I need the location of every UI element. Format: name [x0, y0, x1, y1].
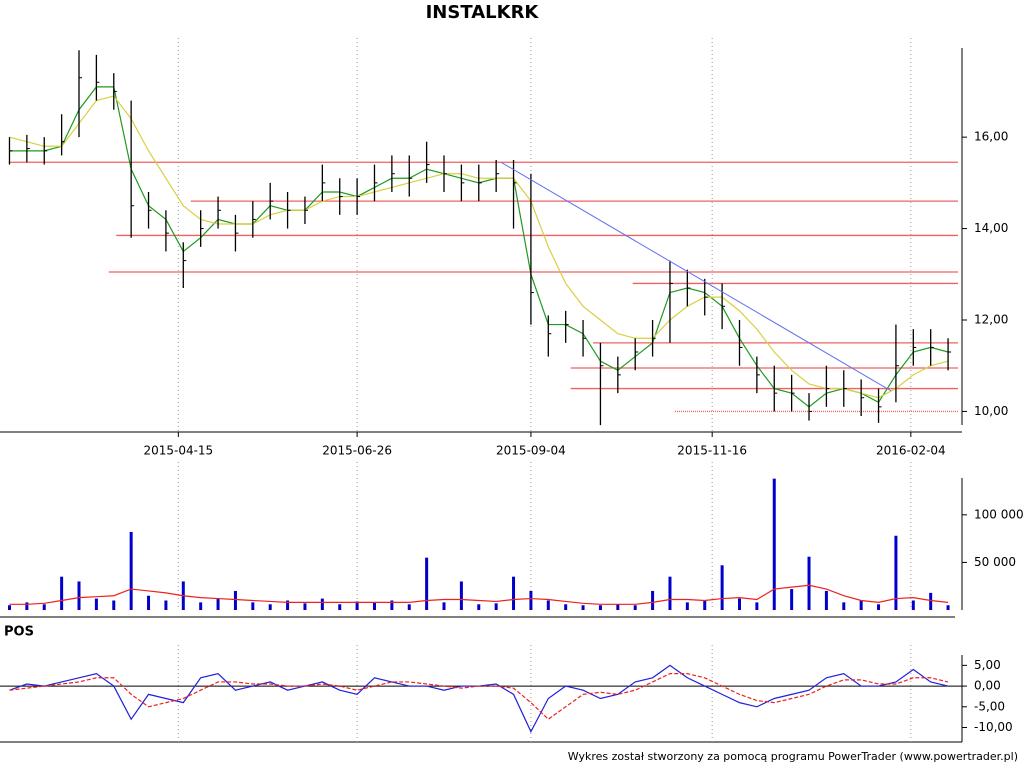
- volume-bar: [581, 605, 585, 610]
- volume-bar: [60, 576, 64, 610]
- volume-bar: [703, 600, 707, 610]
- volume-bar: [251, 602, 255, 610]
- volume-bar: [390, 600, 394, 610]
- volume-bar: [477, 604, 481, 610]
- y-tick-label: -5,00: [974, 699, 1005, 713]
- volume-bar: [320, 598, 324, 610]
- volume-bar: [564, 604, 568, 610]
- volume-average: [9, 584, 949, 605]
- volume-bar: [651, 590, 655, 610]
- y-tick-label: 12,00: [974, 313, 1008, 327]
- chart-title: INSTALKRK: [426, 2, 540, 23]
- volume-bar: [199, 602, 203, 610]
- volume-bar: [372, 602, 376, 610]
- volume-bar: [616, 604, 620, 610]
- trend-line: [500, 161, 892, 392]
- oscillator-line: [9, 673, 949, 720]
- volume-bar: [633, 605, 637, 610]
- volume-bar: [755, 602, 759, 610]
- volume-bar: [303, 603, 307, 610]
- volume-bar: [668, 576, 672, 610]
- volume-bar: [946, 605, 950, 610]
- x-tick-label: 2015-06-26: [322, 444, 392, 458]
- volume-bar: [929, 592, 933, 610]
- y-tick-label: 10,00: [974, 404, 1008, 418]
- volume-bar: [147, 595, 151, 610]
- volume-bar: [112, 600, 116, 610]
- volume-bar: [685, 602, 689, 610]
- volume-bar: [737, 598, 741, 610]
- volume-bar: [25, 602, 29, 610]
- volume-bar: [842, 602, 846, 610]
- volume-bar: [459, 581, 463, 610]
- volume-bar: [7, 605, 11, 610]
- volume-bar: [42, 604, 46, 610]
- y-tick-label: 0,00: [974, 679, 1001, 693]
- y-tick-label: 5,00: [974, 658, 1001, 672]
- panel-title: POS: [4, 625, 34, 640]
- volume-bar: [233, 590, 237, 610]
- volume-bar: [512, 576, 516, 610]
- volume-bar: [77, 581, 81, 610]
- x-tick-label: 2016-02-04: [876, 444, 946, 458]
- volume-bar: [494, 603, 498, 610]
- footer: Wykres został stworzony za pomocą progra…: [568, 750, 1018, 763]
- volume-bar: [529, 590, 533, 610]
- y-tick-label: 100 000: [974, 507, 1024, 521]
- volume-bar: [894, 535, 898, 610]
- volume-bar: [824, 590, 828, 610]
- volume-bar: [598, 605, 602, 610]
- volume-bar: [268, 604, 272, 610]
- y-tick-label: -10,00: [974, 720, 1013, 734]
- y-tick-label: 14,00: [974, 221, 1008, 235]
- volume-bar: [286, 600, 290, 610]
- y-tick-label: 50 000: [974, 555, 1016, 569]
- volume-bar: [129, 531, 133, 610]
- volume-bar: [216, 598, 220, 610]
- volume-bar: [877, 604, 881, 610]
- volume-bar: [407, 604, 411, 610]
- volume-bar: [859, 600, 863, 610]
- volume-bar: [790, 589, 794, 610]
- x-tick-label: 2015-04-15: [143, 444, 213, 458]
- moving-average: [9, 95, 949, 399]
- volume-bar: [94, 598, 98, 610]
- volume-bar: [338, 604, 342, 610]
- y-tick-label: 16,00: [974, 130, 1008, 144]
- moving-average: [9, 86, 949, 408]
- x-tick-label: 2015-09-04: [496, 444, 566, 458]
- volume-bar: [720, 565, 724, 610]
- volume-bar: [546, 600, 550, 610]
- volume-bar: [425, 557, 429, 610]
- volume-bar: [355, 601, 359, 610]
- x-tick-label: 2015-11-16: [677, 444, 747, 458]
- volume-bar: [164, 600, 168, 610]
- volume-bar: [772, 478, 776, 610]
- volume-bar: [442, 602, 446, 610]
- volume-bar: [911, 600, 915, 610]
- volume-bar: [807, 556, 811, 610]
- oscillator-line: [9, 664, 949, 733]
